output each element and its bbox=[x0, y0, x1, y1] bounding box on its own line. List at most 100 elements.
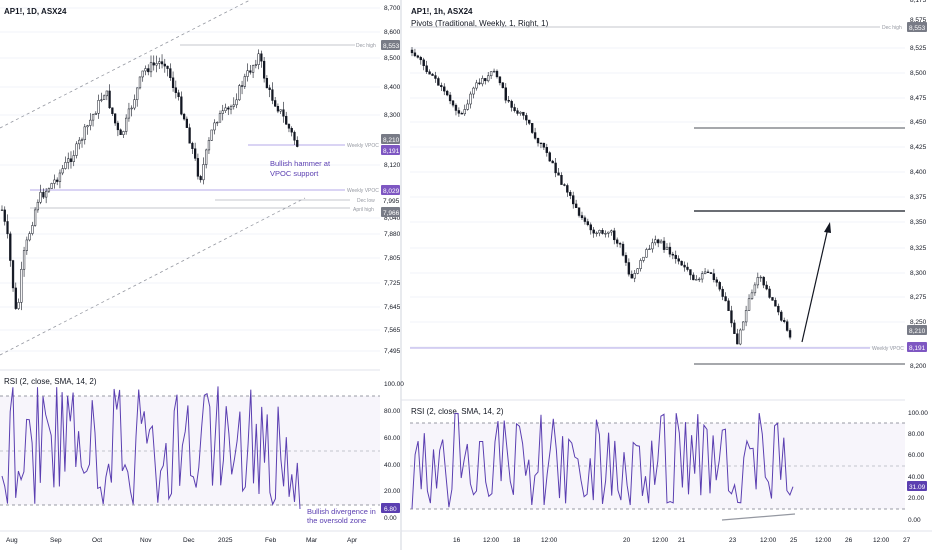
candle-body bbox=[765, 284, 768, 290]
candle-body bbox=[469, 93, 472, 105]
candle-body bbox=[265, 78, 269, 89]
candle-body bbox=[762, 276, 765, 286]
right-candles bbox=[410, 47, 792, 346]
candle-body bbox=[11, 260, 15, 289]
candle-body bbox=[9, 233, 12, 261]
left-price-tick: 8,040 bbox=[384, 215, 401, 222]
candle-body bbox=[551, 160, 554, 164]
candle-body bbox=[422, 59, 425, 67]
candle-body bbox=[577, 207, 581, 216]
candle-body bbox=[586, 221, 590, 225]
left-time-axis[interactable]: Aug Sep Oct Nov Dec 2025 Feb Mar Apr bbox=[6, 537, 358, 544]
candle-body bbox=[454, 104, 458, 111]
candle-body bbox=[489, 71, 493, 77]
candle-body bbox=[276, 106, 280, 112]
candle-body bbox=[194, 148, 197, 159]
left-april-high-tag bbox=[381, 207, 400, 217]
candle-body bbox=[36, 201, 40, 211]
right-price-axis[interactable]: 8,575 8,525 8,500 8,475 8,450 8,425 8,400 8,375… bbox=[910, 0, 927, 370]
candle-body bbox=[443, 86, 446, 92]
candle-body bbox=[680, 260, 683, 266]
right-time-tick: 16 bbox=[453, 537, 461, 544]
candle-body bbox=[478, 82, 481, 85]
candle-body bbox=[689, 269, 692, 276]
candle-body bbox=[428, 71, 431, 75]
left-chart-title: AP1!, 1D, ASX24 bbox=[4, 7, 67, 16]
candle-body bbox=[33, 209, 37, 226]
right-price-tick: 8,200 bbox=[910, 363, 927, 370]
left-price-tick: 7,495 bbox=[384, 348, 401, 355]
candle-body bbox=[260, 53, 263, 62]
left-price-tick: 8,600 bbox=[384, 29, 401, 36]
candle-body bbox=[97, 100, 100, 114]
left-time-tick: Aug bbox=[6, 537, 18, 544]
left-time-tick: Sep bbox=[50, 537, 62, 544]
candle-body bbox=[169, 68, 172, 79]
left-time-tick: Feb bbox=[265, 537, 277, 544]
left-last-price-tag bbox=[381, 134, 400, 144]
candle-body bbox=[756, 277, 760, 286]
divergence-annotation-line2: the oversold zone bbox=[307, 516, 366, 525]
candle-body bbox=[747, 298, 751, 311]
candle-body bbox=[102, 95, 106, 100]
projection-arrow-head bbox=[824, 222, 831, 233]
candle-body bbox=[50, 183, 53, 189]
candle-body bbox=[67, 158, 70, 163]
candle-body bbox=[130, 107, 133, 110]
candle-body bbox=[419, 57, 422, 61]
candle-body bbox=[674, 254, 677, 259]
candle-body bbox=[785, 321, 789, 331]
right-time-tick: 18 bbox=[513, 537, 521, 544]
candle-body bbox=[712, 273, 716, 280]
candle-body bbox=[654, 239, 657, 244]
right-rsi-title: RSI (2, close, SMA, 14, 2) bbox=[411, 407, 504, 416]
left-price-axis[interactable]: 8,700 8,600 8,500 8,400 8,300 8,120 8,040 7,880… bbox=[384, 5, 401, 355]
candle-body bbox=[229, 106, 233, 110]
right-time-tick: 12:00 bbox=[652, 537, 669, 544]
candle-body bbox=[557, 172, 560, 176]
candle-body bbox=[510, 100, 513, 108]
right-time-tick: 26 bbox=[845, 537, 853, 544]
candle-body bbox=[516, 110, 519, 114]
candle-body bbox=[498, 76, 502, 84]
left-time-tick: Apr bbox=[347, 537, 358, 544]
right-price-tick: 8,300 bbox=[910, 270, 927, 277]
candle-body bbox=[487, 75, 490, 82]
candle-body bbox=[659, 240, 663, 244]
left-dec-high-label: Dec high bbox=[356, 43, 376, 49]
candle-body bbox=[72, 155, 75, 162]
candle-body bbox=[243, 76, 246, 87]
candle-body bbox=[448, 94, 452, 102]
left-vpoc-lower-label: Weekly VPOC bbox=[347, 188, 379, 194]
candle-body bbox=[727, 300, 730, 311]
candle-body bbox=[651, 242, 654, 250]
candle-body bbox=[610, 230, 613, 233]
candle-body bbox=[780, 311, 783, 321]
candle-body bbox=[648, 248, 651, 250]
candle-body bbox=[133, 99, 136, 109]
right-price-tick: 8,500 bbox=[910, 70, 927, 77]
left-time-tick: Oct bbox=[92, 537, 102, 544]
left-price-tick: 8,700 bbox=[384, 5, 401, 12]
rsi-divergence-line bbox=[721, 513, 796, 521]
candle-body bbox=[290, 128, 293, 133]
candle-body bbox=[440, 85, 443, 88]
right-time-tick: 12:00 bbox=[541, 537, 558, 544]
candle-body bbox=[771, 297, 774, 301]
left-rsi-tick: 0.00 bbox=[384, 515, 397, 522]
left-rsi-value-tag bbox=[381, 503, 400, 513]
candle-body bbox=[522, 111, 525, 116]
candle-body bbox=[589, 224, 592, 231]
right-last-price-value: 8,210 bbox=[909, 328, 926, 335]
candle-body bbox=[246, 70, 249, 77]
candle-body bbox=[686, 266, 689, 270]
candle-body bbox=[580, 215, 584, 219]
candle-body bbox=[119, 129, 122, 135]
candle-body bbox=[783, 320, 786, 322]
candle-body bbox=[105, 90, 108, 97]
right-time-axis[interactable]: 16 12:00 18 12:00 20 12:00 21 23 12:00 25 12:00 26 1… bbox=[453, 537, 911, 544]
candle-body bbox=[495, 70, 499, 78]
candle-body bbox=[492, 70, 496, 73]
right-time-tick: 25 bbox=[790, 537, 798, 544]
right-price-tick: 8,425 bbox=[910, 144, 927, 151]
